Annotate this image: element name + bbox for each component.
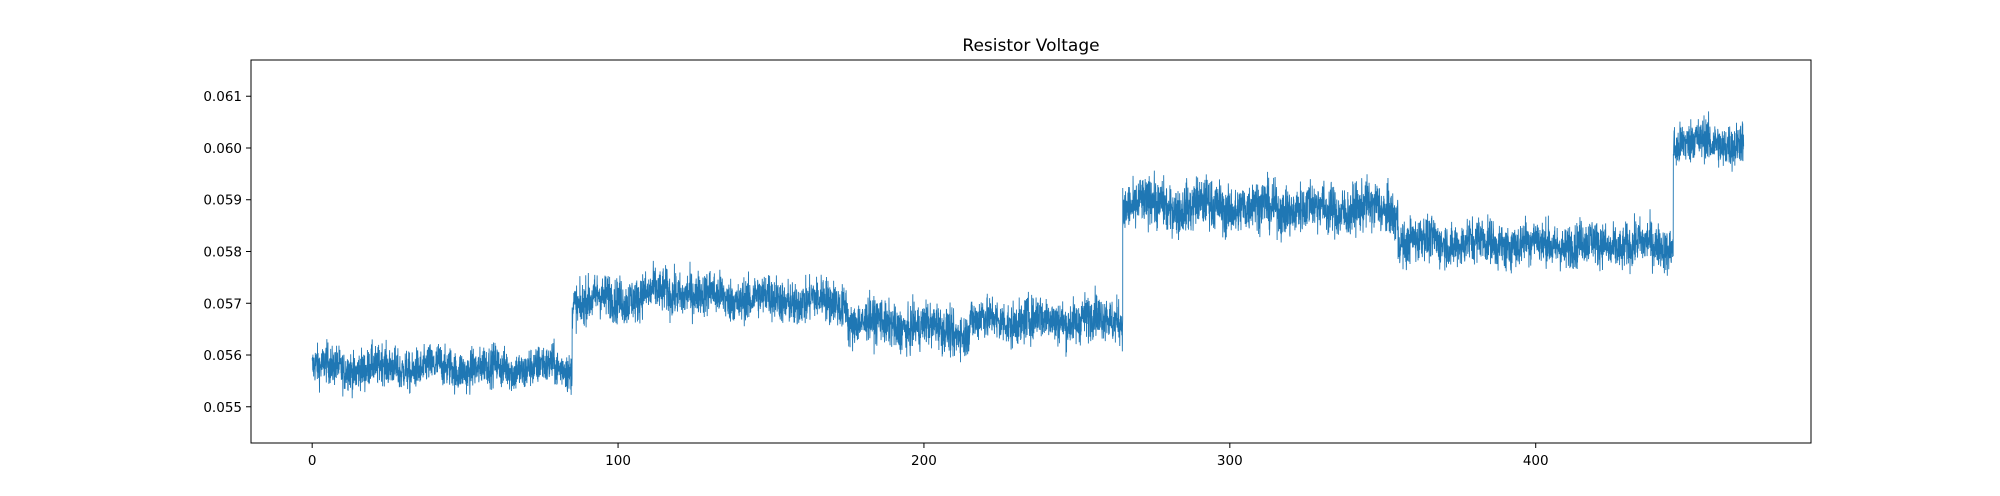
y-tick-label: 0.056 — [203, 348, 242, 364]
x-tick-label: 300 — [1217, 453, 1243, 469]
y-tick-label: 0.060 — [203, 141, 242, 157]
y-tick-label: 0.061 — [203, 89, 242, 105]
y-tick-label: 0.055 — [203, 400, 242, 416]
y-tick-label: 0.059 — [203, 193, 242, 209]
x-tick-label: 400 — [1523, 453, 1549, 469]
plot-frame — [250, 59, 1812, 444]
y-tick-label: 0.058 — [203, 245, 242, 261]
x-tick-label: 100 — [605, 453, 631, 469]
x-tick-label: 200 — [911, 453, 937, 469]
y-axis: 0.055 0.056 0.057 0.058 0.059 0.060 0.061 — [203, 89, 251, 416]
plot-area — [311, 111, 1745, 399]
y-tick-label: 0.057 — [203, 296, 242, 312]
x-axis: 0 100 200 300 400 — [308, 443, 1549, 469]
series-line — [311, 111, 1745, 399]
chart-title: Resistor Voltage — [962, 36, 1099, 56]
x-tick-label: 0 — [308, 453, 317, 469]
